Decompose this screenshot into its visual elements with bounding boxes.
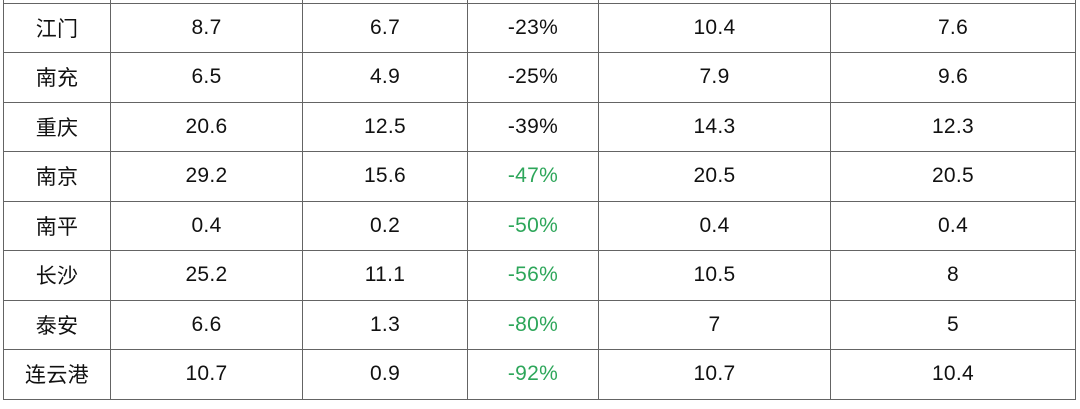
value2-cell: 0.9 [302,349,468,400]
value3-cell: 10.7 [598,349,831,400]
change-percent-cell: -56% [467,250,599,301]
table-row: 南京 29.2 15.6 -47% 20.5 20.5 [3,151,1076,202]
value4-cell: 10.4 [830,349,1076,400]
city-cell: 连云港 [3,349,111,400]
value2-cell: 1.3 [302,299,468,350]
table-row: 重庆 20.6 12.5 -39% 14.3 12.3 [3,101,1076,152]
change-percent-cell: -47% [467,151,599,202]
value1-cell: 8.7 [110,2,303,53]
value2-cell: 0.2 [302,200,468,251]
value4-cell: 7.6 [830,2,1076,53]
value1-cell: 6.5 [110,52,303,103]
table-row: 南充 6.5 4.9 -25% 7.9 9.6 [3,52,1076,103]
change-percent-cell: -23% [467,2,599,53]
value1-cell: 0.4 [110,200,303,251]
table-row: 长沙 25.2 11.1 -56% 10.5 8 [3,250,1076,301]
value2-cell: 15.6 [302,151,468,202]
change-percent-cell: -92% [467,349,599,400]
value3-cell: 10.5 [598,250,831,301]
table-row: 南平 0.4 0.2 -50% 0.4 0.4 [3,200,1076,251]
value1-cell: 10.7 [110,349,303,400]
city-cell: 南充 [3,52,111,103]
value3-cell: 10.4 [598,2,831,53]
cropped-cell [830,0,1076,4]
city-cell: 长沙 [3,250,111,301]
table-row: 江门 8.7 6.7 -23% 10.4 7.6 [3,2,1076,53]
table-row: 泰安 6.6 1.3 -80% 7 5 [3,299,1076,350]
value1-cell: 25.2 [110,250,303,301]
value3-cell: 0.4 [598,200,831,251]
value3-cell: 7 [598,299,831,350]
value4-cell: 12.3 [830,101,1076,152]
value3-cell: 7.9 [598,52,831,103]
value2-cell: 4.9 [302,52,468,103]
value4-cell: 20.5 [830,151,1076,202]
value1-cell: 20.6 [110,101,303,152]
value2-cell: 11.1 [302,250,468,301]
city-cell: 南京 [3,151,111,202]
city-cell: 重庆 [3,101,111,152]
change-percent-cell: -39% [467,101,599,152]
value2-cell: 6.7 [302,2,468,53]
city-cell: 南平 [3,200,111,251]
city-cell: 泰安 [3,299,111,350]
value1-cell: 29.2 [110,151,303,202]
city-cell: 江门 [3,2,111,53]
value4-cell: 5 [830,299,1076,350]
value2-cell: 12.5 [302,101,468,152]
cropped-row-above [3,0,1076,4]
table-row: 连云港 10.7 0.9 -92% 10.7 10.4 [3,349,1076,400]
value4-cell: 0.4 [830,200,1076,251]
change-percent-cell: -25% [467,52,599,103]
value4-cell: 8 [830,250,1076,301]
change-percent-cell: -50% [467,200,599,251]
change-percent-cell: -80% [467,299,599,350]
data-table: 江门 8.7 6.7 -23% 10.4 7.6 南充 6.5 4.9 -25%… [3,0,1076,400]
value4-cell: 9.6 [830,52,1076,103]
value3-cell: 20.5 [598,151,831,202]
value1-cell: 6.6 [110,299,303,350]
value3-cell: 14.3 [598,101,831,152]
